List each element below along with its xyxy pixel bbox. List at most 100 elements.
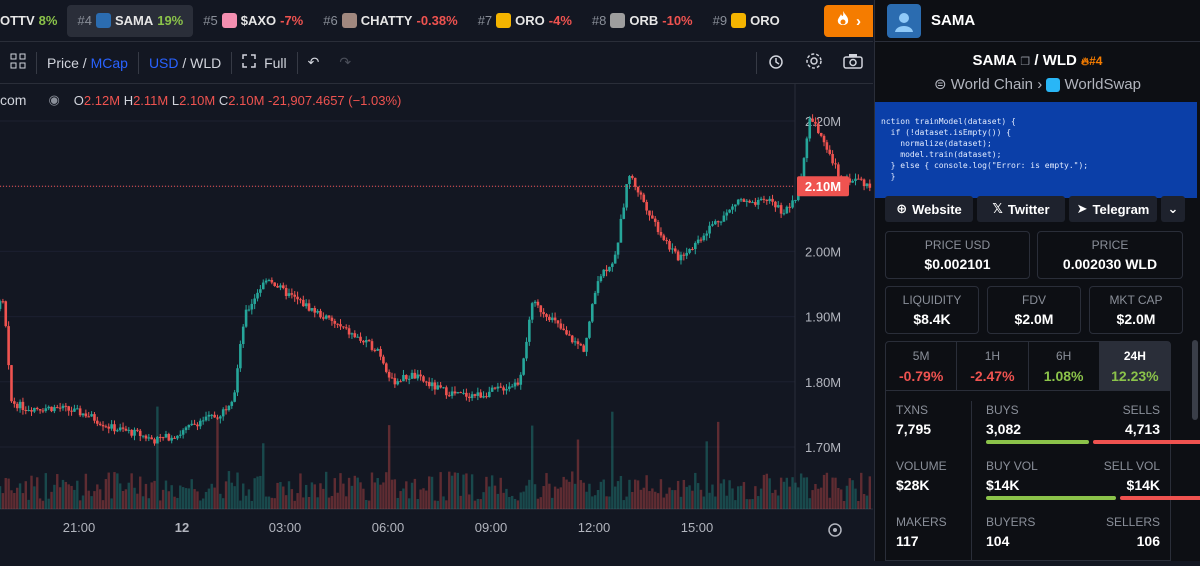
tab-1h[interactable]: 1H -2.47% (957, 342, 1029, 390)
volume-bar (410, 482, 414, 509)
wld-option[interactable]: WLD (190, 54, 222, 71)
txns-label: TXNS (896, 403, 929, 417)
candle-body (811, 118, 814, 122)
candle-body (510, 386, 514, 388)
candle-body (364, 340, 368, 343)
volume-bar (405, 481, 408, 509)
sidebar-scrollbar[interactable] (1192, 340, 1198, 420)
buyers-label: BUYERS (986, 515, 1036, 529)
usd-option[interactable]: USD (148, 54, 179, 71)
candlestick-chart-svg[interactable]: 2.20M 2.10M 2.00M 1.90M 1.80M 1.70M 21:00 12 03:… (0, 84, 873, 561)
volume-bar (244, 495, 248, 509)
volume-bar (479, 499, 482, 509)
volume-bar (322, 488, 325, 509)
candle-body (433, 382, 437, 390)
candle-body (136, 429, 139, 431)
copy-icon[interactable]: ❐ (1020, 56, 1031, 68)
price-mcap-toggle[interactable]: Price / MCap (37, 42, 138, 84)
alert-button[interactable] (757, 42, 795, 84)
fullscreen-icon (242, 54, 257, 71)
candle-body (825, 142, 829, 150)
redo-button[interactable]: ↷ (329, 42, 361, 84)
candle-body (101, 424, 105, 427)
volume-bar (811, 490, 814, 509)
volume-bar (73, 489, 76, 509)
volume-bar (350, 485, 354, 509)
volume-bar (147, 498, 151, 509)
candle-body (648, 210, 651, 216)
candle-body (633, 177, 637, 187)
candle-body (696, 239, 700, 244)
ticker-item[interactable]: #8 ORB -10% (582, 5, 703, 37)
volume-bar (121, 490, 125, 509)
screenshot-button[interactable] (833, 42, 873, 84)
buys-label: BUYS (986, 403, 1019, 417)
volume-bar (96, 484, 99, 509)
volume-bar (797, 487, 800, 509)
token-banner-image: nction trainModel(dataset) { if (!datase… (875, 102, 1197, 198)
volume-bar (840, 489, 843, 509)
worldswap-icon (1046, 78, 1061, 93)
ticker-name: CHATTY (360, 13, 413, 28)
candle-body (416, 374, 420, 379)
candle-body (384, 363, 388, 372)
chart-settings-gear-icon[interactable] (828, 523, 842, 537)
candle-body (121, 427, 125, 429)
ticker-item[interactable]: #5 $AXO -7% (193, 5, 313, 37)
candle-body (244, 309, 248, 327)
undo-button[interactable]: ↶ (298, 42, 330, 84)
pair-name: SAMA ❐ / WLD 🔥︎#4 (875, 52, 1200, 69)
chain-link[interactable]: World Chain (950, 76, 1034, 93)
price-option[interactable]: Price (47, 54, 79, 71)
volume-bar (696, 483, 700, 509)
currency-toggle[interactable]: USD / WLD (139, 42, 231, 84)
candle-body (133, 429, 136, 436)
settings-button[interactable] (795, 42, 833, 84)
candle-body (422, 376, 425, 382)
volume-bar (785, 477, 789, 509)
candle-body (562, 328, 565, 331)
ticker-item[interactable]: #6 CHATTY -0.38% (313, 5, 467, 37)
candle-body (55, 407, 59, 409)
fullscreen-button[interactable]: Full (232, 42, 296, 84)
trending-next-button[interactable]: › (824, 5, 873, 37)
layout-grid-button[interactable] (0, 42, 36, 84)
candle-body (110, 424, 113, 429)
ticker-item[interactable]: OTTV 8% (0, 5, 67, 37)
mcap-option[interactable]: MCap (90, 54, 128, 71)
twitter-button[interactable]: 𝕏 Twitter (977, 196, 1065, 222)
fdv-card: FDV $2.0M (987, 286, 1081, 334)
candle-body (445, 387, 448, 396)
ticker-change: -10% (662, 13, 693, 28)
tab-5m[interactable]: 5M -0.79% (886, 342, 958, 390)
tab-24h[interactable]: 24H 12.23% (1099, 342, 1170, 390)
ticker-item[interactable]: #9 ORO (703, 5, 790, 37)
candle-body (342, 326, 345, 328)
candle-body (299, 299, 302, 301)
candle-body (98, 423, 102, 425)
candle-body (508, 386, 511, 389)
telegram-button[interactable]: ➤ Telegram (1069, 196, 1157, 222)
ticker-item[interactable]: #4 SAMA 19% (67, 4, 194, 37)
candle-body (796, 192, 800, 201)
candle-body (190, 423, 194, 425)
volume-bar (834, 477, 837, 509)
dex-link[interactable]: WorldSwap (1064, 76, 1141, 93)
volume-bar (190, 479, 193, 509)
website-button[interactable]: ⊕ Website (885, 196, 973, 222)
trending-ticker-bar: OTTV 8% #4 SAMA 19% #5 $AXO -7% #6 CHATTY -0.38% #7… (0, 0, 873, 42)
volume-bar (648, 491, 651, 509)
volume-bar (107, 472, 110, 509)
ticker-item[interactable]: #7 ORO -4% (468, 5, 582, 37)
volume-bar (370, 472, 374, 509)
tab-6h[interactable]: 6H 1.08% (1029, 342, 1100, 390)
volume-bar (531, 425, 534, 509)
visibility-eye-icon[interactable]: ◉ (48, 92, 60, 107)
candle-body (639, 192, 643, 195)
more-links-button[interactable]: ⌄ (1161, 196, 1185, 222)
volume-bar (808, 498, 811, 509)
volume-bar (284, 495, 288, 509)
volume-bar (553, 486, 557, 509)
price-chart[interactable]: 2.20M 2.10M 2.00M 1.90M 1.80M 1.70M 21:00 12 03:… (0, 84, 873, 561)
volume-bar (631, 491, 634, 509)
